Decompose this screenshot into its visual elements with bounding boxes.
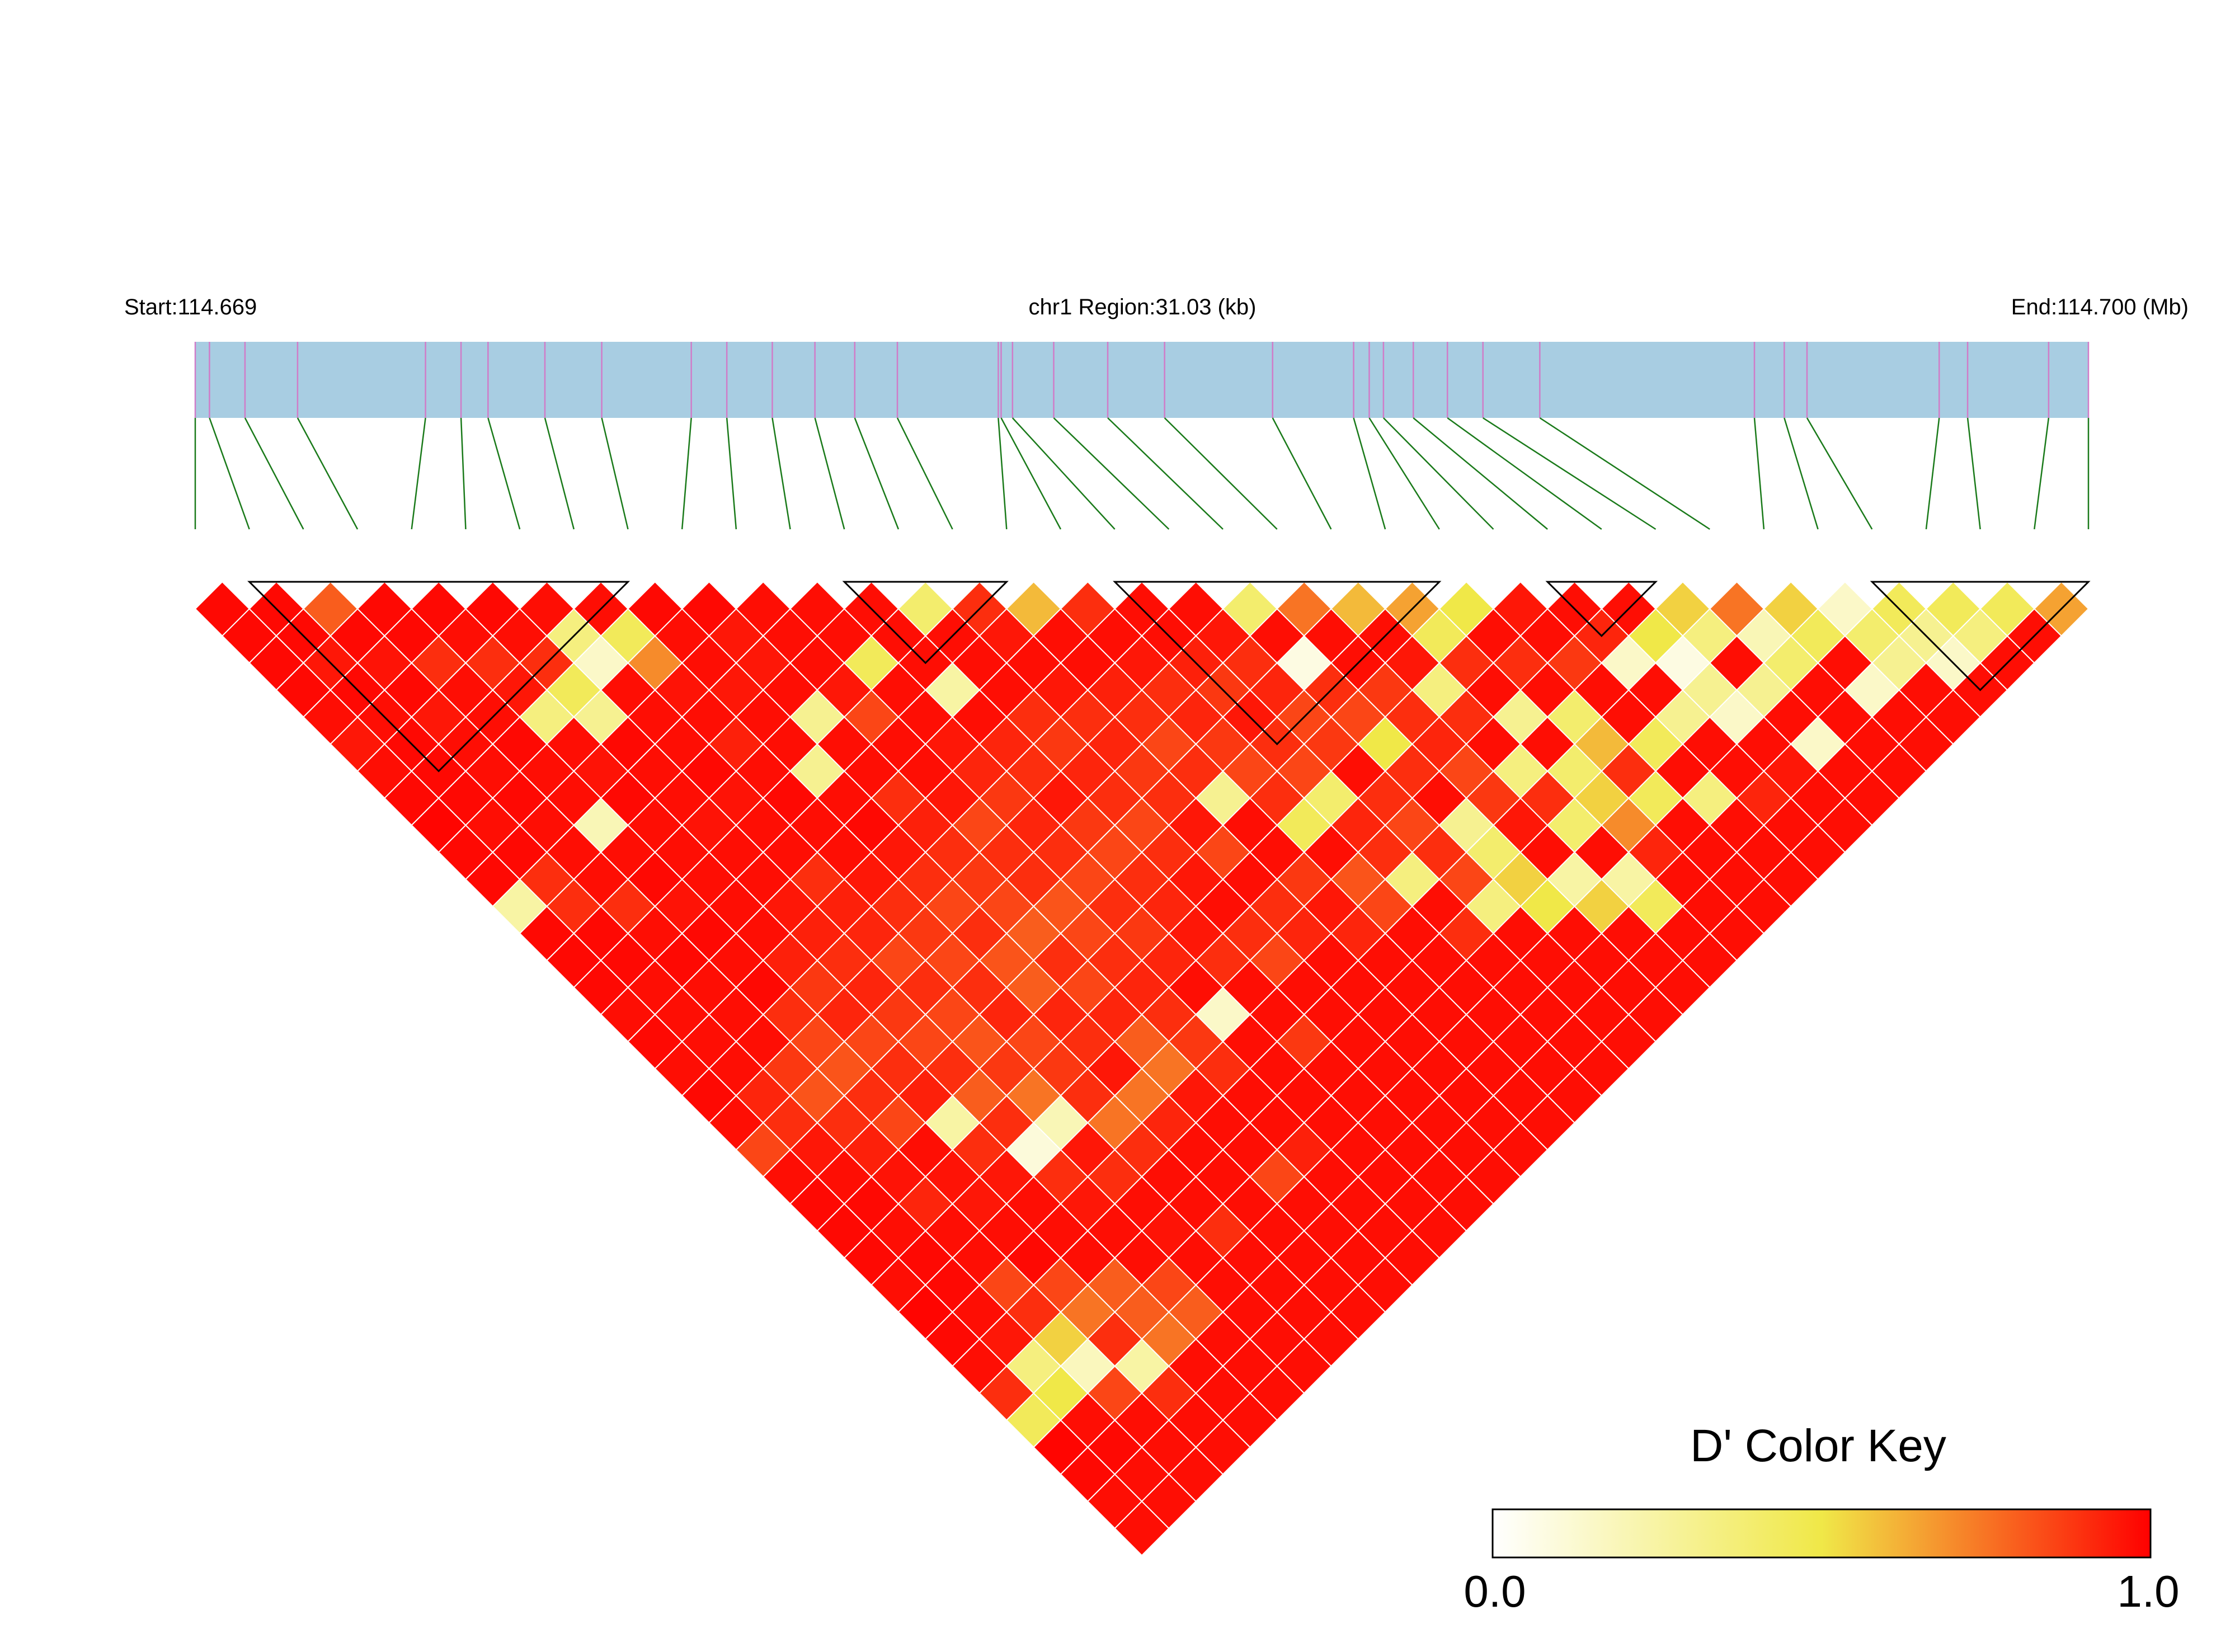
color-key-min-label: 0.0 <box>1464 1566 1526 1616</box>
snp-connector <box>771 417 791 530</box>
region-start-label: Start:114.669 <box>124 295 257 319</box>
snp-connector <box>1053 417 1170 530</box>
snp-connector <box>244 417 304 530</box>
snp-connector <box>209 417 250 530</box>
snp-connector <box>1413 417 1548 530</box>
snp-connector <box>1784 417 1819 530</box>
snp-connector <box>1925 417 1940 530</box>
ld-block-outline <box>1545 581 1658 637</box>
snp-connector <box>997 417 1008 530</box>
region-end-label: End:114.700 (Mb) <box>2011 295 2189 319</box>
snp-connector <box>896 417 953 530</box>
color-key-gradient <box>1491 1508 2152 1559</box>
snp-connector <box>1483 417 1657 530</box>
color-key-title: D' Color Key <box>1690 1420 1946 1471</box>
snp-connector <box>601 417 629 530</box>
snp-connector <box>2034 417 2050 530</box>
ld-block-outline <box>1870 581 2091 691</box>
snp-connector <box>854 417 900 530</box>
ld-block-outline <box>1113 581 1442 746</box>
snp-connector <box>1107 417 1224 530</box>
snp-connector <box>460 417 467 530</box>
snp-connector <box>487 417 521 530</box>
color-key: D' Color Key 0.0 1.0 <box>1464 1420 2179 1616</box>
snp-connector <box>1447 417 1602 530</box>
snp-connector <box>1539 417 1710 530</box>
snp-connector <box>726 417 737 530</box>
snp-connector <box>544 417 575 530</box>
snp-connector <box>681 417 692 530</box>
gene-region-bar <box>195 342 2088 418</box>
snp-connector <box>1000 417 1062 530</box>
ld-block-outlines <box>247 581 2091 773</box>
ld-block-outline <box>842 581 1009 665</box>
region-title-label: chr1 Region:31.03 (kb) <box>1029 295 1257 319</box>
snp-connector <box>297 417 359 530</box>
snp-connector-lines <box>194 417 2090 530</box>
snp-connector <box>814 417 845 530</box>
ld-cells <box>194 581 2090 1556</box>
snp-connector <box>1272 417 1332 530</box>
color-key-max-label: 1.0 <box>2117 1566 2179 1616</box>
snp-connector <box>1164 417 1278 530</box>
snp-connector <box>1753 417 1765 530</box>
snp-connector <box>1011 417 1116 530</box>
ld-block-outline <box>247 581 630 773</box>
snp-connector <box>1368 417 1440 530</box>
snp-position-ticks <box>194 342 2090 418</box>
snp-connector <box>1806 417 1873 530</box>
snp-connector <box>1353 417 1386 530</box>
snp-connector <box>411 417 426 530</box>
snp-connector <box>1383 417 1494 530</box>
snp-connector <box>1966 417 1981 530</box>
